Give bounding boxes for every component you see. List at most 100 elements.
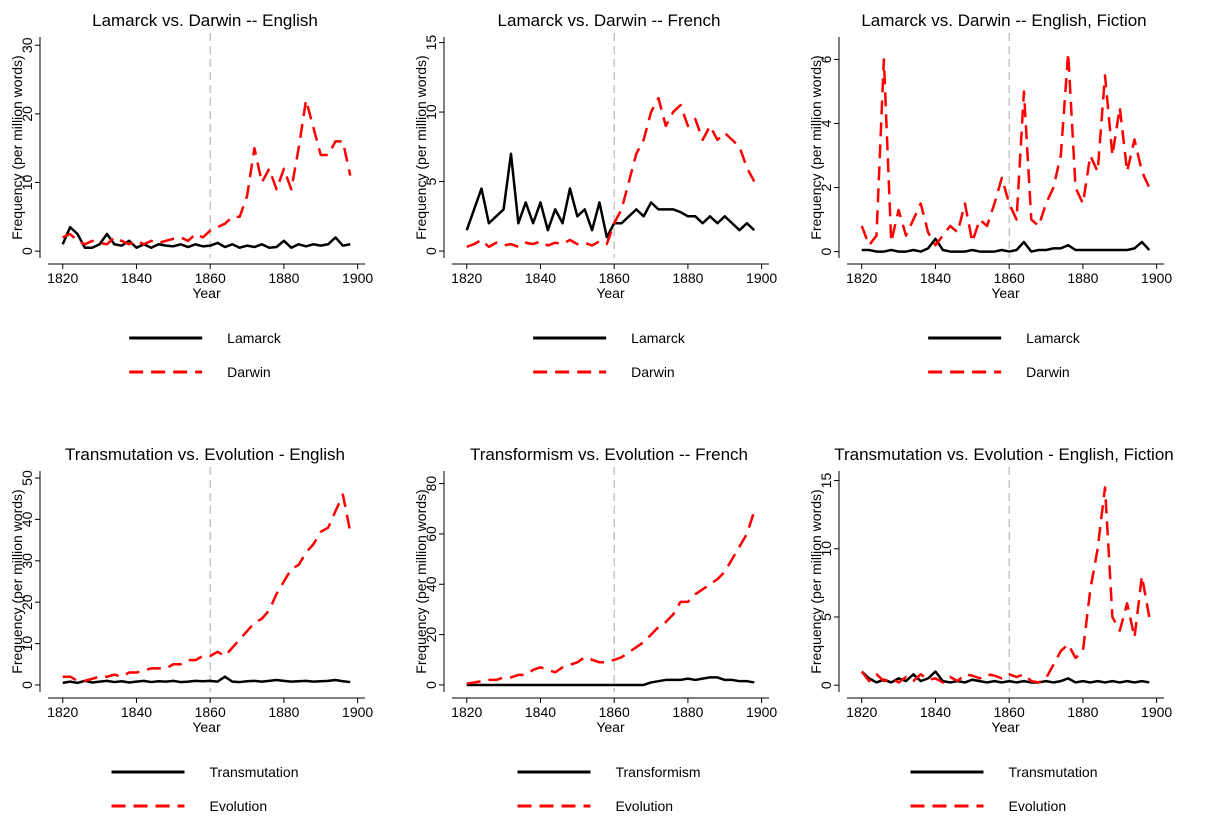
x-tick-label: 1900 <box>342 704 373 720</box>
x-tick-label: 1900 <box>1141 704 1172 720</box>
x-tick-label: 1880 <box>1067 704 1098 720</box>
y-tick-label: 0 <box>19 247 35 255</box>
legend-label: Transformism <box>615 764 700 780</box>
y-tick-label: 20 <box>19 106 35 122</box>
x-tick-label: 1860 <box>599 704 630 720</box>
series-line <box>466 96 756 249</box>
legend-label: Darwin <box>227 364 271 380</box>
y-tick-label: 40 <box>19 511 35 527</box>
legend-label: Lamarck <box>227 330 282 346</box>
x-axis-title: Year <box>596 285 625 301</box>
series-line <box>62 493 352 683</box>
x-tick-label: 1820 <box>451 270 482 286</box>
y-tick-label: 5 <box>423 177 439 185</box>
y-tick-label: 10 <box>19 636 35 652</box>
legend-label: Transmutation <box>1009 764 1098 780</box>
legend-label: Transmutation <box>210 764 299 780</box>
x-tick-label: 1900 <box>746 270 777 286</box>
legend-label: Darwin <box>631 364 675 380</box>
x-axis-title: Year <box>192 719 221 735</box>
y-tick-label: 10 <box>423 104 439 120</box>
y-tick-label: 60 <box>423 526 439 542</box>
x-tick-label: 1840 <box>525 270 556 286</box>
x-axis-title: Year <box>596 719 625 735</box>
series-line <box>62 675 351 685</box>
chart-title: Lamarck vs. Darwin -- French <box>498 11 721 30</box>
x-tick-label: 1860 <box>599 270 630 286</box>
x-tick-label: 1840 <box>121 704 152 720</box>
y-axis-title: Frequency (per million words) <box>808 489 824 673</box>
x-tick-label: 1880 <box>1067 270 1098 286</box>
y-axis-title: Frequency (per million words) <box>9 55 25 239</box>
chart-title: Transformism vs. Evolution -- French <box>470 445 748 464</box>
y-tick-label: 30 <box>19 553 35 569</box>
chart-title: Transmutation vs. Evolution - English, F… <box>834 445 1174 464</box>
legend-label: Evolution <box>615 798 673 814</box>
chart-title: Lamarck vs. Darwin -- English <box>92 11 318 30</box>
x-tick-label: 1860 <box>994 270 1025 286</box>
x-tick-label: 1860 <box>195 704 226 720</box>
series-line <box>860 486 1151 684</box>
series-line <box>466 510 756 685</box>
y-tick-label: 0 <box>423 681 439 689</box>
series-line <box>861 237 1151 253</box>
x-tick-label: 1880 <box>672 704 703 720</box>
x-axis-title: Year <box>991 285 1020 301</box>
y-tick-label: 20 <box>423 627 439 643</box>
y-tick-label: 0 <box>818 247 834 255</box>
legend-label: Lamarck <box>631 330 686 346</box>
x-tick-label: 1820 <box>451 704 482 720</box>
x-tick-label: 1860 <box>994 704 1025 720</box>
y-axis-title: Frequency (per million words) <box>413 489 429 673</box>
x-tick-label: 1820 <box>846 704 877 720</box>
legend-label: Evolution <box>210 798 268 814</box>
y-tick-label: 0 <box>818 681 834 689</box>
series-line <box>465 152 756 239</box>
series-line <box>466 676 755 687</box>
x-tick-label: 1900 <box>342 270 373 286</box>
x-tick-label: 1860 <box>195 270 226 286</box>
series-line <box>61 225 351 249</box>
y-tick-label: 30 <box>19 37 35 53</box>
y-tick-label: 6 <box>818 55 834 63</box>
y-tick-label: 50 <box>19 470 35 486</box>
y-axis-title: Frequency (per million words) <box>413 55 429 239</box>
legend-label: Evolution <box>1009 798 1067 814</box>
legend-label: Lamarck <box>1026 330 1081 346</box>
x-tick-label: 1820 <box>846 270 877 286</box>
x-tick-label: 1880 <box>672 270 703 286</box>
y-axis-title: Frequency (per million words) <box>808 55 824 239</box>
y-tick-label: 5 <box>818 613 834 621</box>
x-axis-title: Year <box>991 719 1020 735</box>
y-axis-title: Frequency (per million words) <box>9 489 25 673</box>
y-tick-label: 10 <box>818 541 834 557</box>
chart-title: Lamarck vs. Darwin -- English, Fiction <box>861 11 1146 30</box>
x-tick-label: 1820 <box>47 270 78 286</box>
chart-title: Transmutation vs. Evolution - English <box>65 445 345 464</box>
x-tick-label: 1900 <box>1141 270 1172 286</box>
x-tick-label: 1840 <box>121 270 152 286</box>
series-line <box>860 670 1150 684</box>
y-tick-label: 15 <box>818 473 834 489</box>
y-tick-label: 15 <box>423 35 439 51</box>
legend-label: Darwin <box>1026 364 1070 380</box>
x-tick-label: 1820 <box>47 704 78 720</box>
y-tick-label: 0 <box>423 247 439 255</box>
x-tick-label: 1840 <box>525 704 556 720</box>
y-tick-label: 4 <box>818 119 834 127</box>
y-tick-label: 0 <box>19 681 35 689</box>
y-tick-label: 20 <box>19 594 35 610</box>
x-tick-label: 1900 <box>746 704 777 720</box>
y-tick-label: 2 <box>818 183 834 191</box>
x-tick-label: 1880 <box>268 704 299 720</box>
x-tick-label: 1840 <box>920 270 951 286</box>
x-axis-title: Year <box>192 285 221 301</box>
series-line <box>62 98 352 246</box>
y-tick-label: 40 <box>423 576 439 592</box>
series-line <box>860 51 1151 247</box>
y-tick-label: 10 <box>19 175 35 191</box>
x-tick-label: 1840 <box>920 704 951 720</box>
x-tick-label: 1880 <box>268 270 299 286</box>
y-tick-label: 80 <box>423 476 439 492</box>
